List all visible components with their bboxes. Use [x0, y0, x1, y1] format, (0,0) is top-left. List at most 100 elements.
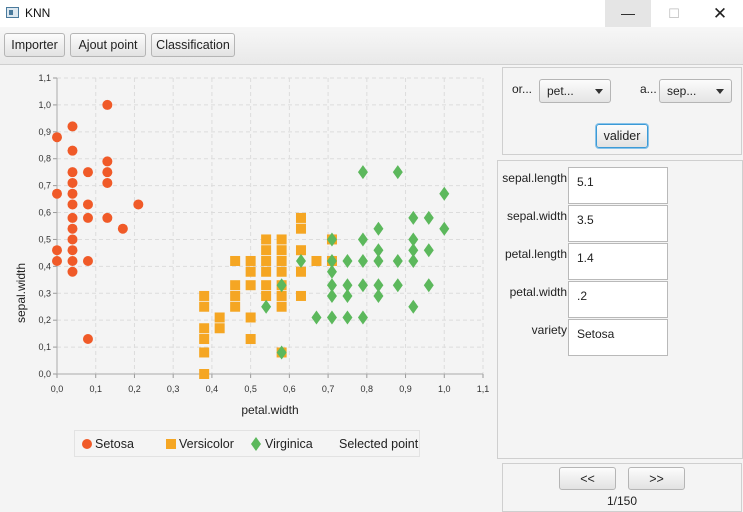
previous-button[interactable]: <<: [559, 467, 616, 490]
add-point-button[interactable]: Ajout point: [70, 33, 146, 57]
virginica-point[interactable]: [326, 232, 337, 247]
importer-button[interactable]: Importer: [4, 33, 65, 57]
field-input-4[interactable]: Setosa: [568, 319, 668, 356]
field-input-1[interactable]: 3.5: [568, 205, 668, 242]
x-axis-select[interactable]: pet...: [539, 79, 611, 103]
field-input-3[interactable]: .2: [568, 281, 668, 318]
virginica-point[interactable]: [357, 165, 368, 180]
setosa-point[interactable]: [67, 234, 78, 245]
virginica-point[interactable]: [342, 278, 353, 293]
versicolor-point[interactable]: [214, 323, 225, 334]
virginica-point[interactable]: [423, 243, 434, 258]
versicolor-point[interactable]: [199, 334, 210, 345]
versicolor-point[interactable]: [245, 255, 256, 266]
virginica-point[interactable]: [326, 288, 337, 303]
virginica-point[interactable]: [423, 210, 434, 225]
versicolor-point[interactable]: [261, 266, 272, 277]
setosa-point[interactable]: [67, 245, 78, 256]
setosa-point[interactable]: [67, 167, 78, 178]
versicolor-point[interactable]: [295, 212, 306, 223]
versicolor-point[interactable]: [295, 266, 306, 277]
virginica-point[interactable]: [439, 221, 450, 236]
setosa-point[interactable]: [52, 245, 62, 256]
y-axis-select[interactable]: sep...: [659, 79, 732, 103]
versicolor-point[interactable]: [261, 255, 272, 266]
versicolor-point[interactable]: [276, 301, 287, 312]
virginica-point[interactable]: [392, 165, 403, 180]
versicolor-point[interactable]: [245, 280, 256, 291]
versicolor-point[interactable]: [245, 312, 256, 323]
versicolor-point[interactable]: [276, 266, 287, 277]
field-input-0[interactable]: 5.1: [568, 167, 668, 204]
virginica-point[interactable]: [439, 186, 450, 201]
versicolor-point[interactable]: [276, 255, 287, 266]
setosa-point[interactable]: [82, 167, 93, 178]
versicolor-point[interactable]: [261, 234, 272, 245]
versicolor-point[interactable]: [199, 323, 210, 334]
setosa-point[interactable]: [67, 188, 78, 199]
virginica-point[interactable]: [342, 253, 353, 268]
virginica-point[interactable]: [311, 310, 322, 325]
versicolor-point[interactable]: [295, 245, 306, 256]
versicolor-point[interactable]: [311, 255, 322, 266]
versicolor-point[interactable]: [230, 290, 241, 301]
versicolor-point[interactable]: [276, 290, 287, 301]
versicolor-point[interactable]: [199, 347, 210, 358]
virginica-point[interactable]: [276, 345, 287, 360]
setosa-point[interactable]: [67, 212, 78, 223]
virginica-point[interactable]: [326, 310, 337, 325]
virginica-point[interactable]: [326, 264, 337, 279]
versicolor-point[interactable]: [295, 290, 306, 301]
virginica-point[interactable]: [373, 221, 384, 236]
virginica-point[interactable]: [423, 278, 434, 293]
virginica-point[interactable]: [373, 243, 384, 258]
classification-button[interactable]: Classification: [151, 33, 235, 57]
setosa-point[interactable]: [133, 199, 144, 210]
maximize-icon[interactable]: ☐: [668, 6, 680, 21]
versicolor-point[interactable]: [230, 280, 241, 291]
virginica-point[interactable]: [357, 232, 368, 247]
virginica-point[interactable]: [408, 299, 419, 314]
virginica-point[interactable]: [261, 299, 272, 314]
virginica-point[interactable]: [373, 288, 384, 303]
versicolor-point[interactable]: [261, 290, 272, 301]
virginica-point[interactable]: [357, 310, 368, 325]
virginica-point[interactable]: [408, 210, 419, 225]
virginica-point[interactable]: [326, 253, 337, 268]
virginica-point[interactable]: [357, 278, 368, 293]
versicolor-point[interactable]: [261, 245, 272, 256]
versicolor-point[interactable]: [230, 301, 241, 312]
field-input-2[interactable]: 1.4: [568, 243, 668, 280]
setosa-point[interactable]: [102, 99, 113, 110]
setosa-point[interactable]: [82, 334, 93, 345]
setosa-point[interactable]: [82, 212, 93, 223]
close-icon[interactable]: ✕: [712, 4, 728, 23]
setosa-point[interactable]: [52, 132, 62, 143]
versicolor-point[interactable]: [276, 234, 287, 245]
next-button[interactable]: >>: [628, 467, 685, 490]
scatter-chart[interactable]: 0,0 0,0 0,1 0,1 0,2 0,2 0,3 0,3 0,4 0,4 0,5 0,5 0,6 0…: [0, 66, 495, 512]
setosa-point[interactable]: [67, 177, 78, 188]
versicolor-point[interactable]: [276, 245, 287, 256]
setosa-point[interactable]: [67, 199, 78, 210]
versicolor-point[interactable]: [199, 290, 210, 301]
virginica-point[interactable]: [276, 278, 287, 293]
setosa-point[interactable]: [102, 156, 113, 167]
versicolor-point[interactable]: [199, 301, 210, 312]
versicolor-point[interactable]: [230, 255, 241, 266]
virginica-point[interactable]: [373, 278, 384, 293]
setosa-point[interactable]: [102, 177, 113, 188]
setosa-point[interactable]: [67, 121, 78, 132]
virginica-point[interactable]: [392, 253, 403, 268]
virginica-point[interactable]: [408, 253, 419, 268]
setosa-point[interactable]: [102, 212, 113, 223]
versicolor-point[interactable]: [295, 223, 306, 234]
virginica-point[interactable]: [373, 253, 384, 268]
setosa-point[interactable]: [67, 255, 78, 266]
virginica-point[interactable]: [392, 278, 403, 293]
virginica-point[interactable]: [326, 278, 337, 293]
versicolor-point[interactable]: [245, 334, 256, 345]
setosa-point[interactable]: [102, 167, 113, 178]
setosa-point[interactable]: [67, 266, 78, 277]
versicolor-point[interactable]: [261, 280, 272, 291]
